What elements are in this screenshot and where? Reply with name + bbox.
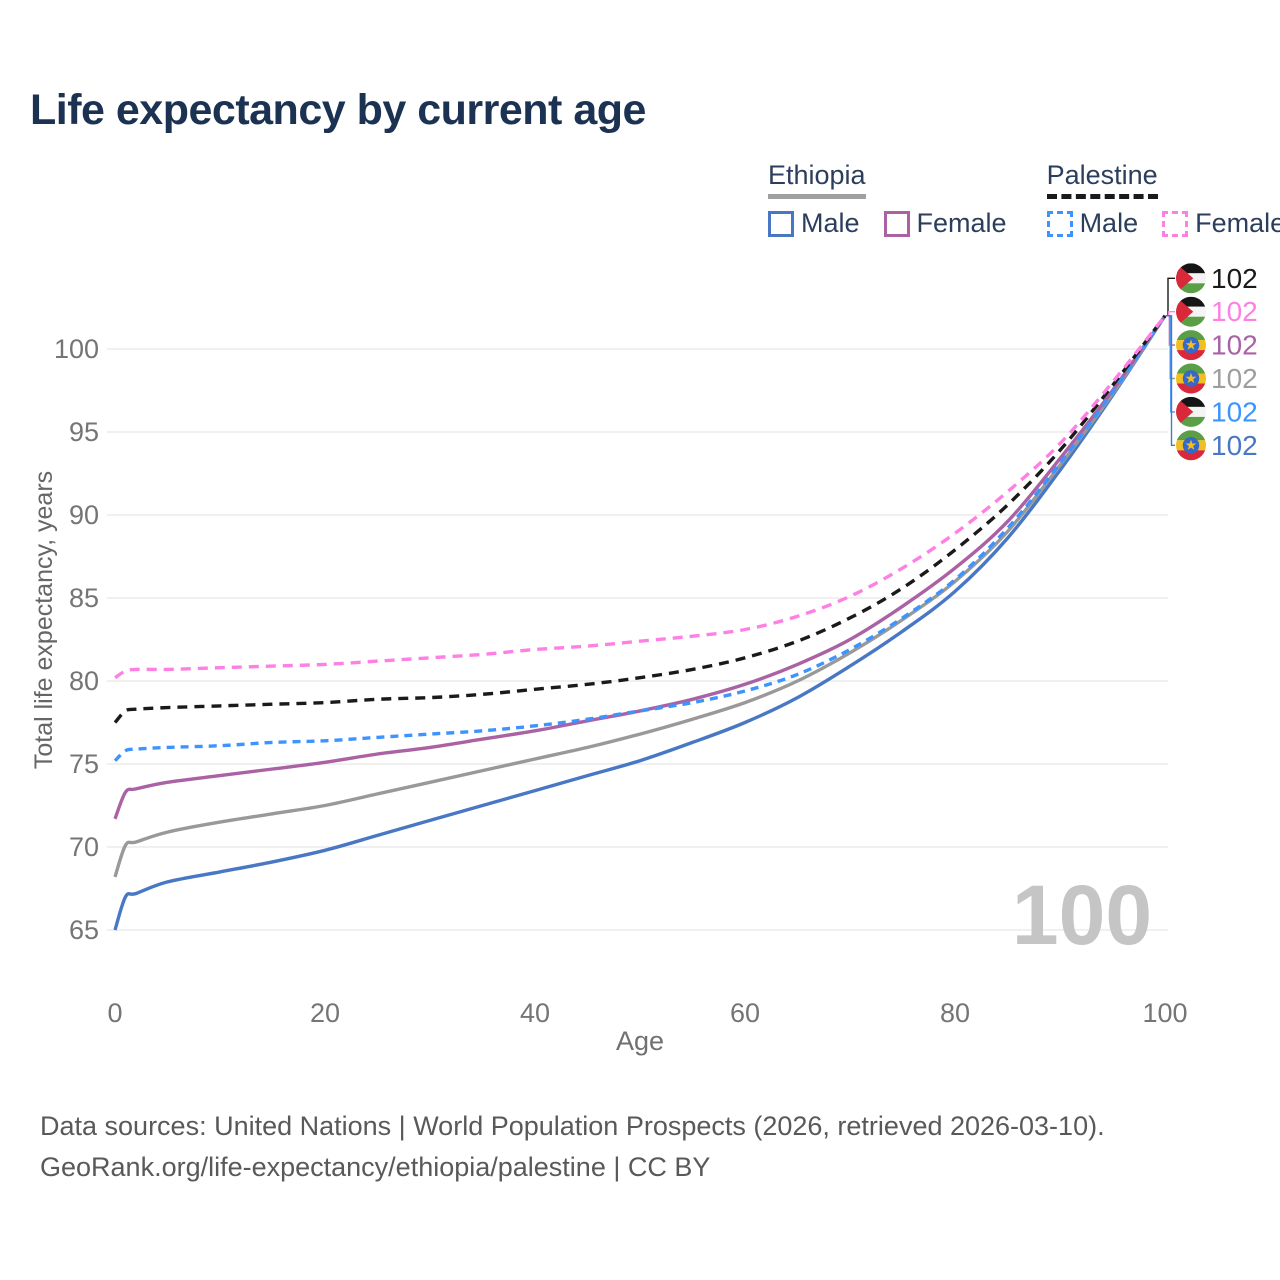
end-label-connector bbox=[1165, 315, 1175, 446]
end-label-connector bbox=[1165, 277, 1175, 317]
attribution-line: GeoRank.org/life-expectancy/ethiopia/pal… bbox=[40, 1152, 711, 1182]
legend-item-ethiopia-female[interactable]: Female bbox=[883, 208, 1007, 239]
legend-item-palestine-female[interactable]: Female bbox=[1162, 208, 1280, 239]
x-tick-label: 100 bbox=[1142, 998, 1187, 1028]
y-tick-label: 85 bbox=[69, 583, 99, 613]
y-tick-label: 80 bbox=[69, 666, 99, 696]
x-tick-label: 0 bbox=[107, 998, 122, 1028]
ethiopia-female-swatch-icon bbox=[883, 210, 910, 237]
y-tick-label: 100 bbox=[54, 334, 99, 364]
legend-item-palestine-male[interactable]: Male bbox=[1046, 208, 1139, 239]
end-value-label: 102 bbox=[1211, 296, 1258, 327]
y-tick-label: 70 bbox=[69, 832, 99, 862]
y-tick-label: 90 bbox=[69, 500, 99, 530]
legend-item-ethiopia-male[interactable]: Male bbox=[768, 208, 860, 239]
legend-item-label: Male bbox=[801, 208, 860, 238]
legend-item-label: Female bbox=[1195, 208, 1280, 238]
chart-footer: Data sources: United Nations | World Pop… bbox=[40, 1106, 1105, 1188]
end-value-label: 102 bbox=[1211, 396, 1258, 427]
x-tick-label: 80 bbox=[940, 998, 970, 1028]
x-tick-label: 40 bbox=[520, 998, 550, 1028]
end-value-label: 102 bbox=[1211, 330, 1258, 361]
watermark: 100 bbox=[1012, 868, 1152, 962]
end-value-label: 102 bbox=[1211, 263, 1258, 294]
palestine-flag-icon bbox=[1176, 396, 1206, 427]
x-axis-title: Age bbox=[616, 1026, 664, 1056]
y-tick-label: 95 bbox=[69, 417, 99, 447]
ethiopia-flag-icon bbox=[1176, 430, 1206, 461]
legend-country-ethiopia: Ethiopia bbox=[768, 160, 866, 199]
page-title: Life expectancy by current age bbox=[30, 86, 646, 134]
palestine-flag-icon bbox=[1176, 263, 1206, 294]
palestine-flag-icon bbox=[1176, 296, 1206, 327]
y-tick-label: 75 bbox=[69, 749, 99, 779]
ethiopia-male-swatch-icon bbox=[768, 210, 794, 237]
legend-item-label: Male bbox=[1079, 208, 1139, 238]
x-tick-label: 60 bbox=[730, 998, 760, 1028]
legend-group-palestine: Palestine Male Female bbox=[1046, 160, 1280, 239]
data-sources-line: Data sources: United Nations | World Pop… bbox=[40, 1111, 1105, 1141]
legend-item-label: Female bbox=[916, 208, 1007, 238]
y-axis-title: Total life expectancy, years bbox=[30, 471, 58, 769]
series-line-palestine-male bbox=[113, 314, 1167, 762]
ethiopia-flag-icon bbox=[1176, 363, 1206, 394]
series-line-palestine-female bbox=[114, 314, 1167, 680]
end-value-label: 102 bbox=[1211, 430, 1258, 461]
legend-country-palestine: Palestine bbox=[1046, 160, 1158, 199]
palestine-female-swatch-icon bbox=[1162, 210, 1189, 237]
ethiopia-flag-icon bbox=[1176, 330, 1206, 361]
end-value-label: 102 bbox=[1211, 363, 1258, 394]
y-tick-label: 65 bbox=[69, 915, 99, 945]
end-label-connector bbox=[1165, 315, 1175, 413]
series-line-palestine-all bbox=[113, 314, 1167, 724]
legend-group-ethiopia: Ethiopia Male Female bbox=[768, 160, 1007, 239]
x-tick-label: 20 bbox=[310, 998, 340, 1028]
palestine-male-swatch-icon bbox=[1046, 210, 1073, 237]
series-line-ethiopia-male bbox=[113, 314, 1167, 931]
chart-legend: Ethiopia Male Female Palestine Male bbox=[768, 160, 1280, 239]
series-line-ethiopia-all bbox=[113, 314, 1167, 878]
